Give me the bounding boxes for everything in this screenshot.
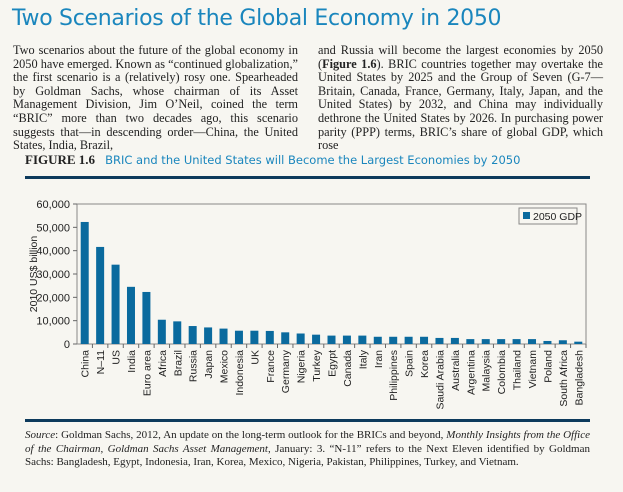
x-tick-label: Japan <box>203 350 215 379</box>
x-tick-label: UK <box>249 350 261 365</box>
x-tick-label: N–11 <box>95 350 107 374</box>
legend-label: 2050 GDP <box>533 211 582 223</box>
bar-japan <box>204 327 213 344</box>
figure-number: FIGURE 1.6 <box>25 152 96 167</box>
bar-germany <box>281 332 290 344</box>
x-tick-label: Thailand <box>512 350 524 390</box>
body-text-right: and Russia will become the largest econo… <box>318 43 603 153</box>
y-tick-label: 30,000 <box>36 269 70 281</box>
source-text: : Goldman Sachs, 2012, An update on the … <box>55 429 447 441</box>
x-tick-label: Korea <box>419 350 431 378</box>
x-tick-label: Argentina <box>465 350 477 395</box>
figure-reference: Figure 1.6 <box>322 56 377 71</box>
body-text: and Russia will become the largest econo… <box>318 43 603 71</box>
x-tick-label: Nigeria <box>296 350 308 383</box>
bar-canada <box>342 335 351 344</box>
x-tick-label: France <box>265 350 277 383</box>
x-tick-label: Africa <box>157 350 169 377</box>
y-tick-label: 60,000 <box>36 199 70 211</box>
bar-south-africa <box>558 340 567 344</box>
figure-source: Source: Goldman Sachs, 2012, An update o… <box>25 429 590 470</box>
bar-italy <box>358 335 367 344</box>
plot-frame <box>76 203 587 345</box>
x-tick-label: US <box>111 350 123 365</box>
x-tick-label: Russia <box>188 350 200 382</box>
bar-thailand <box>512 339 521 344</box>
bar-spain <box>404 336 413 344</box>
bar-bangladesh <box>574 341 583 344</box>
bar-iran <box>373 336 382 344</box>
bar-egypt <box>327 335 336 344</box>
x-tick-label: South Africa <box>558 350 570 407</box>
x-tick-label: Turkey <box>311 349 323 381</box>
bar-argentina <box>466 339 475 344</box>
bar-france <box>265 330 274 344</box>
bar-chart: 0 10,000 20,000 30,000 40,000 50,000 60,000 201… <box>28 199 587 410</box>
x-tick-label: Canada <box>342 350 354 387</box>
bar-indonesia <box>234 330 243 344</box>
body-text-left: Two scenarios about the future of the gl… <box>13 43 298 153</box>
x-tick-label: Germany <box>280 349 292 393</box>
y-tick-label: 20,000 <box>36 292 70 304</box>
x-tick-label: China <box>80 350 92 378</box>
x-tick-label: India <box>126 350 138 373</box>
y-tick-label: 40,000 <box>36 246 70 258</box>
bar-africa <box>157 319 166 344</box>
page-title: Two Scenarios of the Global Economy in 2… <box>12 6 502 31</box>
y-tick-label: 10,000 <box>36 316 70 328</box>
source-publication: Monthly Insights from the Office of the … <box>25 429 590 455</box>
bar-russia <box>188 326 197 344</box>
bar-colombia <box>497 339 506 344</box>
bar-n-11 <box>96 246 105 344</box>
bar-turkey <box>312 334 321 344</box>
x-tick-label: Indonesia <box>234 350 246 396</box>
figure-title: FIGURE 1.6 BRIC and the United States wil… <box>25 151 520 169</box>
bar-brazil <box>173 321 182 344</box>
x-tick-label: Australia <box>450 350 462 391</box>
x-tick-label: Saudi Arabia <box>434 350 446 410</box>
y-tick-label: 50,000 <box>36 222 70 234</box>
x-tick-label: Colombia <box>496 350 508 395</box>
bar-nigeria <box>296 333 305 344</box>
bar-poland <box>543 340 552 344</box>
x-tick-label: Philippines <box>388 350 400 401</box>
x-tick-label: Brazil <box>172 350 184 376</box>
figure-bottom-rule <box>25 419 590 422</box>
x-tick-label: Italy <box>357 349 369 369</box>
y-tick-label: 0 <box>64 339 70 351</box>
figure-caption: BRIC and the United States will Become t… <box>105 153 521 167</box>
x-tick-label: Spain <box>404 350 416 377</box>
bar-malaysia <box>481 339 490 344</box>
bar-india <box>126 286 135 344</box>
legend-swatch <box>523 212 530 219</box>
bar-us <box>111 264 120 344</box>
figure-top-rule <box>25 176 590 179</box>
y-axis-label: 2010 US$ billion <box>28 236 40 313</box>
x-tick-label: Iran <box>373 350 385 368</box>
x-tick-label: Euro area <box>141 350 153 396</box>
x-tick-label: Mexico <box>219 350 231 383</box>
bar-korea <box>420 336 429 344</box>
bar-saudi-arabia <box>435 337 444 344</box>
bar-australia <box>450 337 459 344</box>
bar-philippines <box>389 336 398 344</box>
x-tick-label: Vietnam <box>527 350 539 389</box>
source-label: Source <box>25 429 56 441</box>
bar-euro-area <box>142 291 151 344</box>
x-tick-label: Poland <box>542 350 554 383</box>
bar-uk <box>250 330 259 344</box>
bar-mexico <box>219 328 228 344</box>
source-text: , January: 3. “N-11” refers to the Next … <box>25 442 590 469</box>
bar-china <box>80 221 89 344</box>
body-text: ). BRIC countries together may overtake … <box>318 56 603 153</box>
x-tick-label: Egypt <box>327 350 339 377</box>
x-tick-label: Bangladesh <box>573 350 585 406</box>
bar-vietnam <box>528 339 537 344</box>
x-tick-label: Malaysia <box>481 350 493 392</box>
legend-box <box>518 207 578 225</box>
